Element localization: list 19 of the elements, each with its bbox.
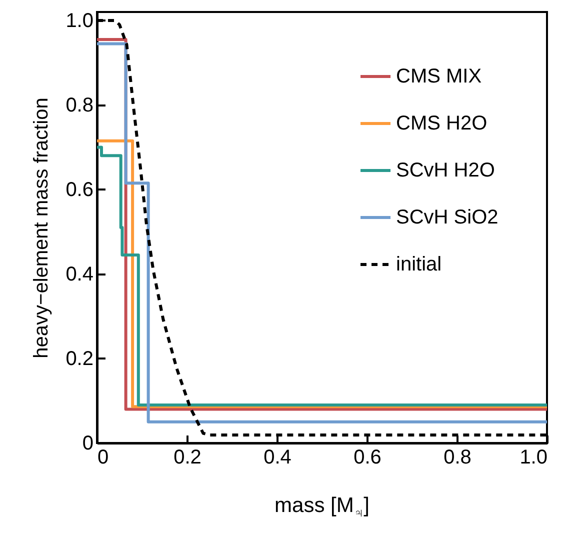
y-tick-label: 0.4 <box>66 263 94 286</box>
legend-label: SCvH SiO2 <box>396 206 498 228</box>
y-tick-label: 1.0 <box>66 10 94 32</box>
x-tick-label: 0 <box>98 446 109 468</box>
x-tick-label: 0.8 <box>444 446 472 468</box>
legend-label: CMS MIX <box>396 66 482 88</box>
y-tick-label: 0.8 <box>66 94 94 116</box>
legend-label: SCvH H2O <box>396 160 495 182</box>
y-axis-title: heavy−element mass fraction <box>30 98 53 358</box>
legend-label: CMS H2O <box>396 112 488 134</box>
x-tick-label: 0.2 <box>174 446 202 468</box>
x-tick-label: 0.4 <box>264 446 292 468</box>
x-tick-label: 0.6 <box>354 446 382 468</box>
y-tick-label: 0.2 <box>66 348 94 370</box>
x-axis-title: mass [M$_{♃}$] <box>274 494 370 520</box>
legend-label: initial <box>396 254 442 276</box>
x-tick-label: 1.0 <box>520 446 548 468</box>
y-tick-label: 0 <box>82 432 94 454</box>
y-tick-label: 0.6 <box>66 178 94 201</box>
